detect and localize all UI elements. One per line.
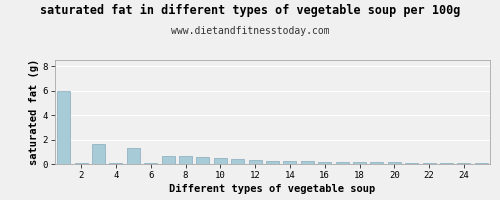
Bar: [248, 160, 262, 164]
Y-axis label: saturated fat (g): saturated fat (g): [28, 59, 38, 165]
Bar: [92, 144, 105, 164]
Text: www.dietandfitnesstoday.com: www.dietandfitnesstoday.com: [170, 26, 330, 36]
Bar: [458, 163, 470, 164]
Bar: [353, 162, 366, 164]
Text: saturated fat in different types of vegetable soup per 100g: saturated fat in different types of vege…: [40, 4, 460, 17]
Bar: [318, 162, 331, 164]
Bar: [388, 162, 401, 164]
Bar: [284, 161, 296, 164]
Bar: [440, 163, 453, 164]
X-axis label: Different types of vegetable soup: Different types of vegetable soup: [170, 184, 376, 194]
Bar: [231, 159, 244, 164]
Bar: [336, 162, 348, 164]
Bar: [422, 163, 436, 164]
Bar: [301, 161, 314, 164]
Bar: [196, 157, 209, 164]
Bar: [405, 163, 418, 164]
Bar: [74, 163, 88, 164]
Bar: [144, 163, 157, 164]
Bar: [475, 163, 488, 164]
Bar: [266, 161, 279, 164]
Bar: [127, 148, 140, 164]
Bar: [162, 156, 174, 164]
Bar: [179, 156, 192, 164]
Bar: [214, 158, 227, 164]
Bar: [57, 91, 70, 164]
Bar: [110, 163, 122, 164]
Bar: [370, 162, 384, 164]
